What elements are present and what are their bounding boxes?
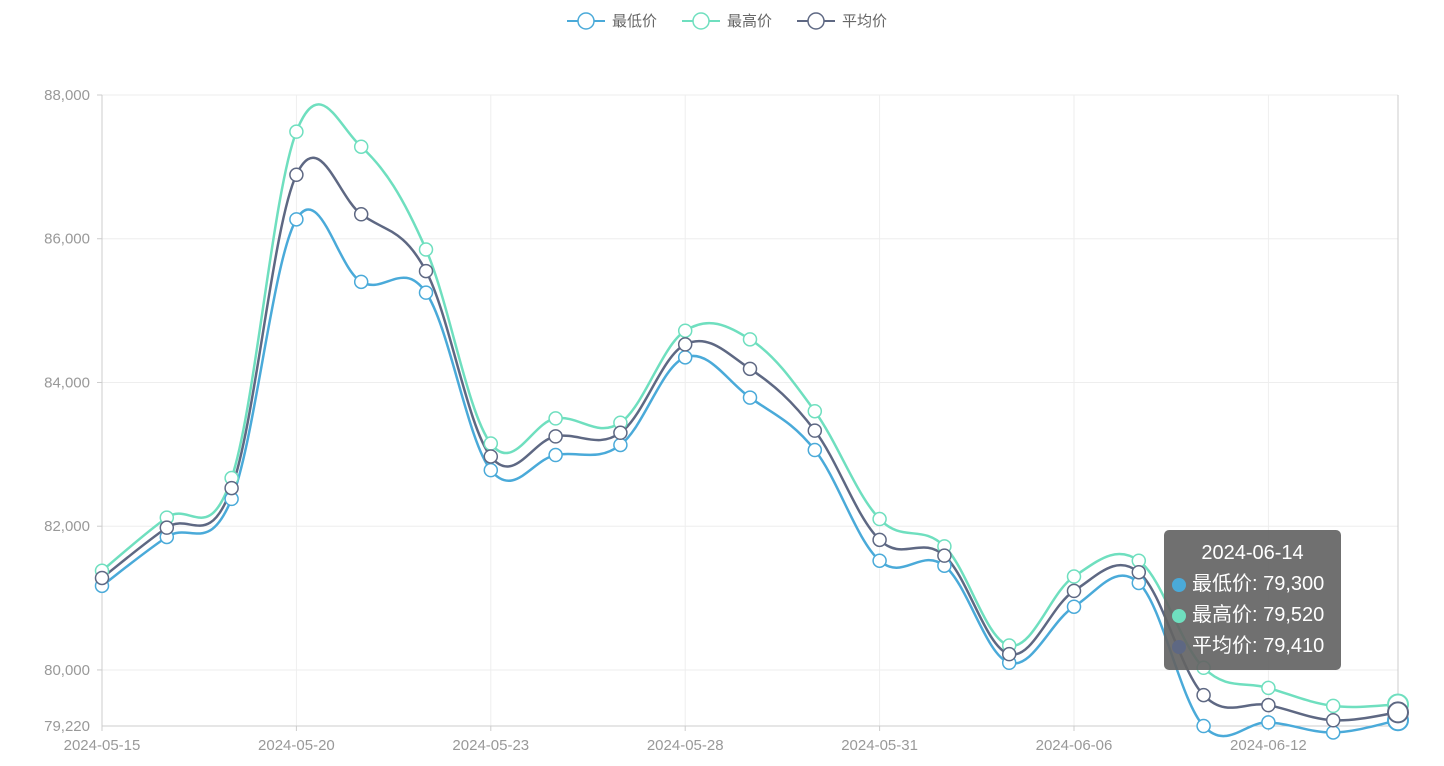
x-tick-label: 2024-05-23 xyxy=(452,737,529,754)
data-point-high[interactable] xyxy=(1261,680,1276,696)
x-tick-label: 2024-05-15 xyxy=(64,737,141,754)
data-point-low[interactable] xyxy=(742,390,758,405)
x-tick-label: 2024-06-06 xyxy=(1036,737,1113,754)
data-point-high[interactable] xyxy=(742,332,758,347)
legend-item-avg[interactable]: 平均价 xyxy=(797,12,887,30)
data-point-avg[interactable] xyxy=(1261,697,1276,713)
data-point-high[interactable] xyxy=(548,411,563,426)
data-point-avg[interactable] xyxy=(159,520,175,535)
data-point-low[interactable] xyxy=(1261,715,1276,730)
data-point-avg[interactable] xyxy=(1066,583,1082,599)
data-point-avg[interactable] xyxy=(1387,701,1409,724)
tooltip-dot-low xyxy=(1172,577,1186,592)
data-point-avg[interactable] xyxy=(224,480,239,496)
data-point-low[interactable] xyxy=(483,462,499,478)
data-point-low[interactable] xyxy=(677,350,693,365)
data-point-avg[interactable] xyxy=(937,548,952,563)
tooltip-row-low: 最低价: 79,300 xyxy=(1172,569,1341,600)
data-point-avg[interactable] xyxy=(613,425,628,441)
data-point-high[interactable] xyxy=(1066,569,1082,584)
series-points xyxy=(94,124,1409,740)
tooltip-row-high: 最高价: 79,520 xyxy=(1172,600,1341,631)
data-point-high[interactable] xyxy=(677,323,693,338)
x-tick-label: 2024-05-31 xyxy=(841,737,918,754)
tooltip-dot-avg xyxy=(1172,639,1186,654)
tooltip-row-avg: 平均价: 79,410 xyxy=(1172,631,1341,662)
legend[interactable]: 最低价 最高价 平均价 xyxy=(567,12,887,30)
data-point-avg[interactable] xyxy=(1325,713,1341,728)
data-point-low[interactable] xyxy=(353,274,369,290)
data-point-avg[interactable] xyxy=(1196,687,1211,703)
data-point-low[interactable] xyxy=(613,437,628,453)
data-point-low[interactable] xyxy=(807,442,823,458)
data-point-high[interactable] xyxy=(289,124,304,139)
y-tick-label: 88,000 xyxy=(44,87,90,104)
y-tick-label: 84,000 xyxy=(44,374,90,391)
data-point-avg[interactable] xyxy=(353,207,369,222)
x-tick-label: 2024-05-28 xyxy=(647,737,724,754)
tooltip-value-avg: 平均价: 79,410 xyxy=(1192,635,1325,657)
series-line-avg xyxy=(101,156,1399,722)
data-point-avg[interactable] xyxy=(548,429,563,444)
data-point-low[interactable] xyxy=(1325,725,1341,740)
data-point-low[interactable] xyxy=(289,212,304,227)
legend-label: 最低价 xyxy=(612,13,657,30)
data-point-avg[interactable] xyxy=(1001,646,1017,662)
data-point-high[interactable] xyxy=(483,436,499,451)
axes: 80,000 82,000 84,000 86,000 88,000 79,220 2024… xyxy=(44,87,1399,754)
legend-label: 最高价 xyxy=(727,13,772,30)
tooltip-title: 2024-06-14 xyxy=(1201,542,1304,564)
data-point-avg[interactable] xyxy=(807,423,823,438)
data-point-avg[interactable] xyxy=(872,532,887,548)
data-point-high[interactable] xyxy=(1325,698,1341,714)
data-point-avg[interactable] xyxy=(1131,564,1147,580)
data-point-high[interactable] xyxy=(872,511,887,527)
y-tick-label: 80,000 xyxy=(44,662,90,679)
data-point-high[interactable] xyxy=(353,139,369,154)
data-point-avg[interactable] xyxy=(94,570,110,586)
series-line-low xyxy=(101,208,1399,738)
data-point-low[interactable] xyxy=(548,447,563,463)
legend-label: 平均价 xyxy=(842,13,887,30)
data-point-avg[interactable] xyxy=(418,263,434,279)
data-point-low[interactable] xyxy=(1196,718,1211,734)
x-tick-label: 2024-05-20 xyxy=(258,737,335,754)
data-point-high[interactable] xyxy=(418,242,434,257)
x-tick-label: 2024-06-12 xyxy=(1230,737,1307,754)
grid-lines xyxy=(102,94,1398,726)
legend-circle-icon xyxy=(577,12,595,30)
legend-circle-icon xyxy=(692,12,710,30)
legend-circle-icon xyxy=(807,12,825,30)
y-tick-label: 82,000 xyxy=(44,518,90,535)
data-point-low[interactable] xyxy=(1066,599,1082,614)
data-point-avg[interactable] xyxy=(677,337,693,352)
data-point-avg[interactable] xyxy=(483,449,499,464)
data-point-low[interactable] xyxy=(872,553,887,568)
data-point-avg[interactable] xyxy=(289,167,304,183)
data-point-low[interactable] xyxy=(418,285,434,300)
tooltip-value-high: 最高价: 79,520 xyxy=(1192,604,1325,626)
chart-tooltip: 2024-06-14 最低价: 79,300 最高价: 79,520 平均价: … xyxy=(1164,530,1341,670)
legend-item-low[interactable]: 最低价 xyxy=(567,12,657,30)
data-point-avg[interactable] xyxy=(742,361,758,377)
data-point-high[interactable] xyxy=(807,403,823,419)
tooltip-dot-high xyxy=(1172,608,1186,623)
y-tick-label: 86,000 xyxy=(44,231,90,248)
y-min-label: 79,220 xyxy=(44,718,90,735)
legend-item-high[interactable]: 最高价 xyxy=(682,12,772,30)
tooltip-value-low: 最低价: 79,300 xyxy=(1192,573,1325,595)
